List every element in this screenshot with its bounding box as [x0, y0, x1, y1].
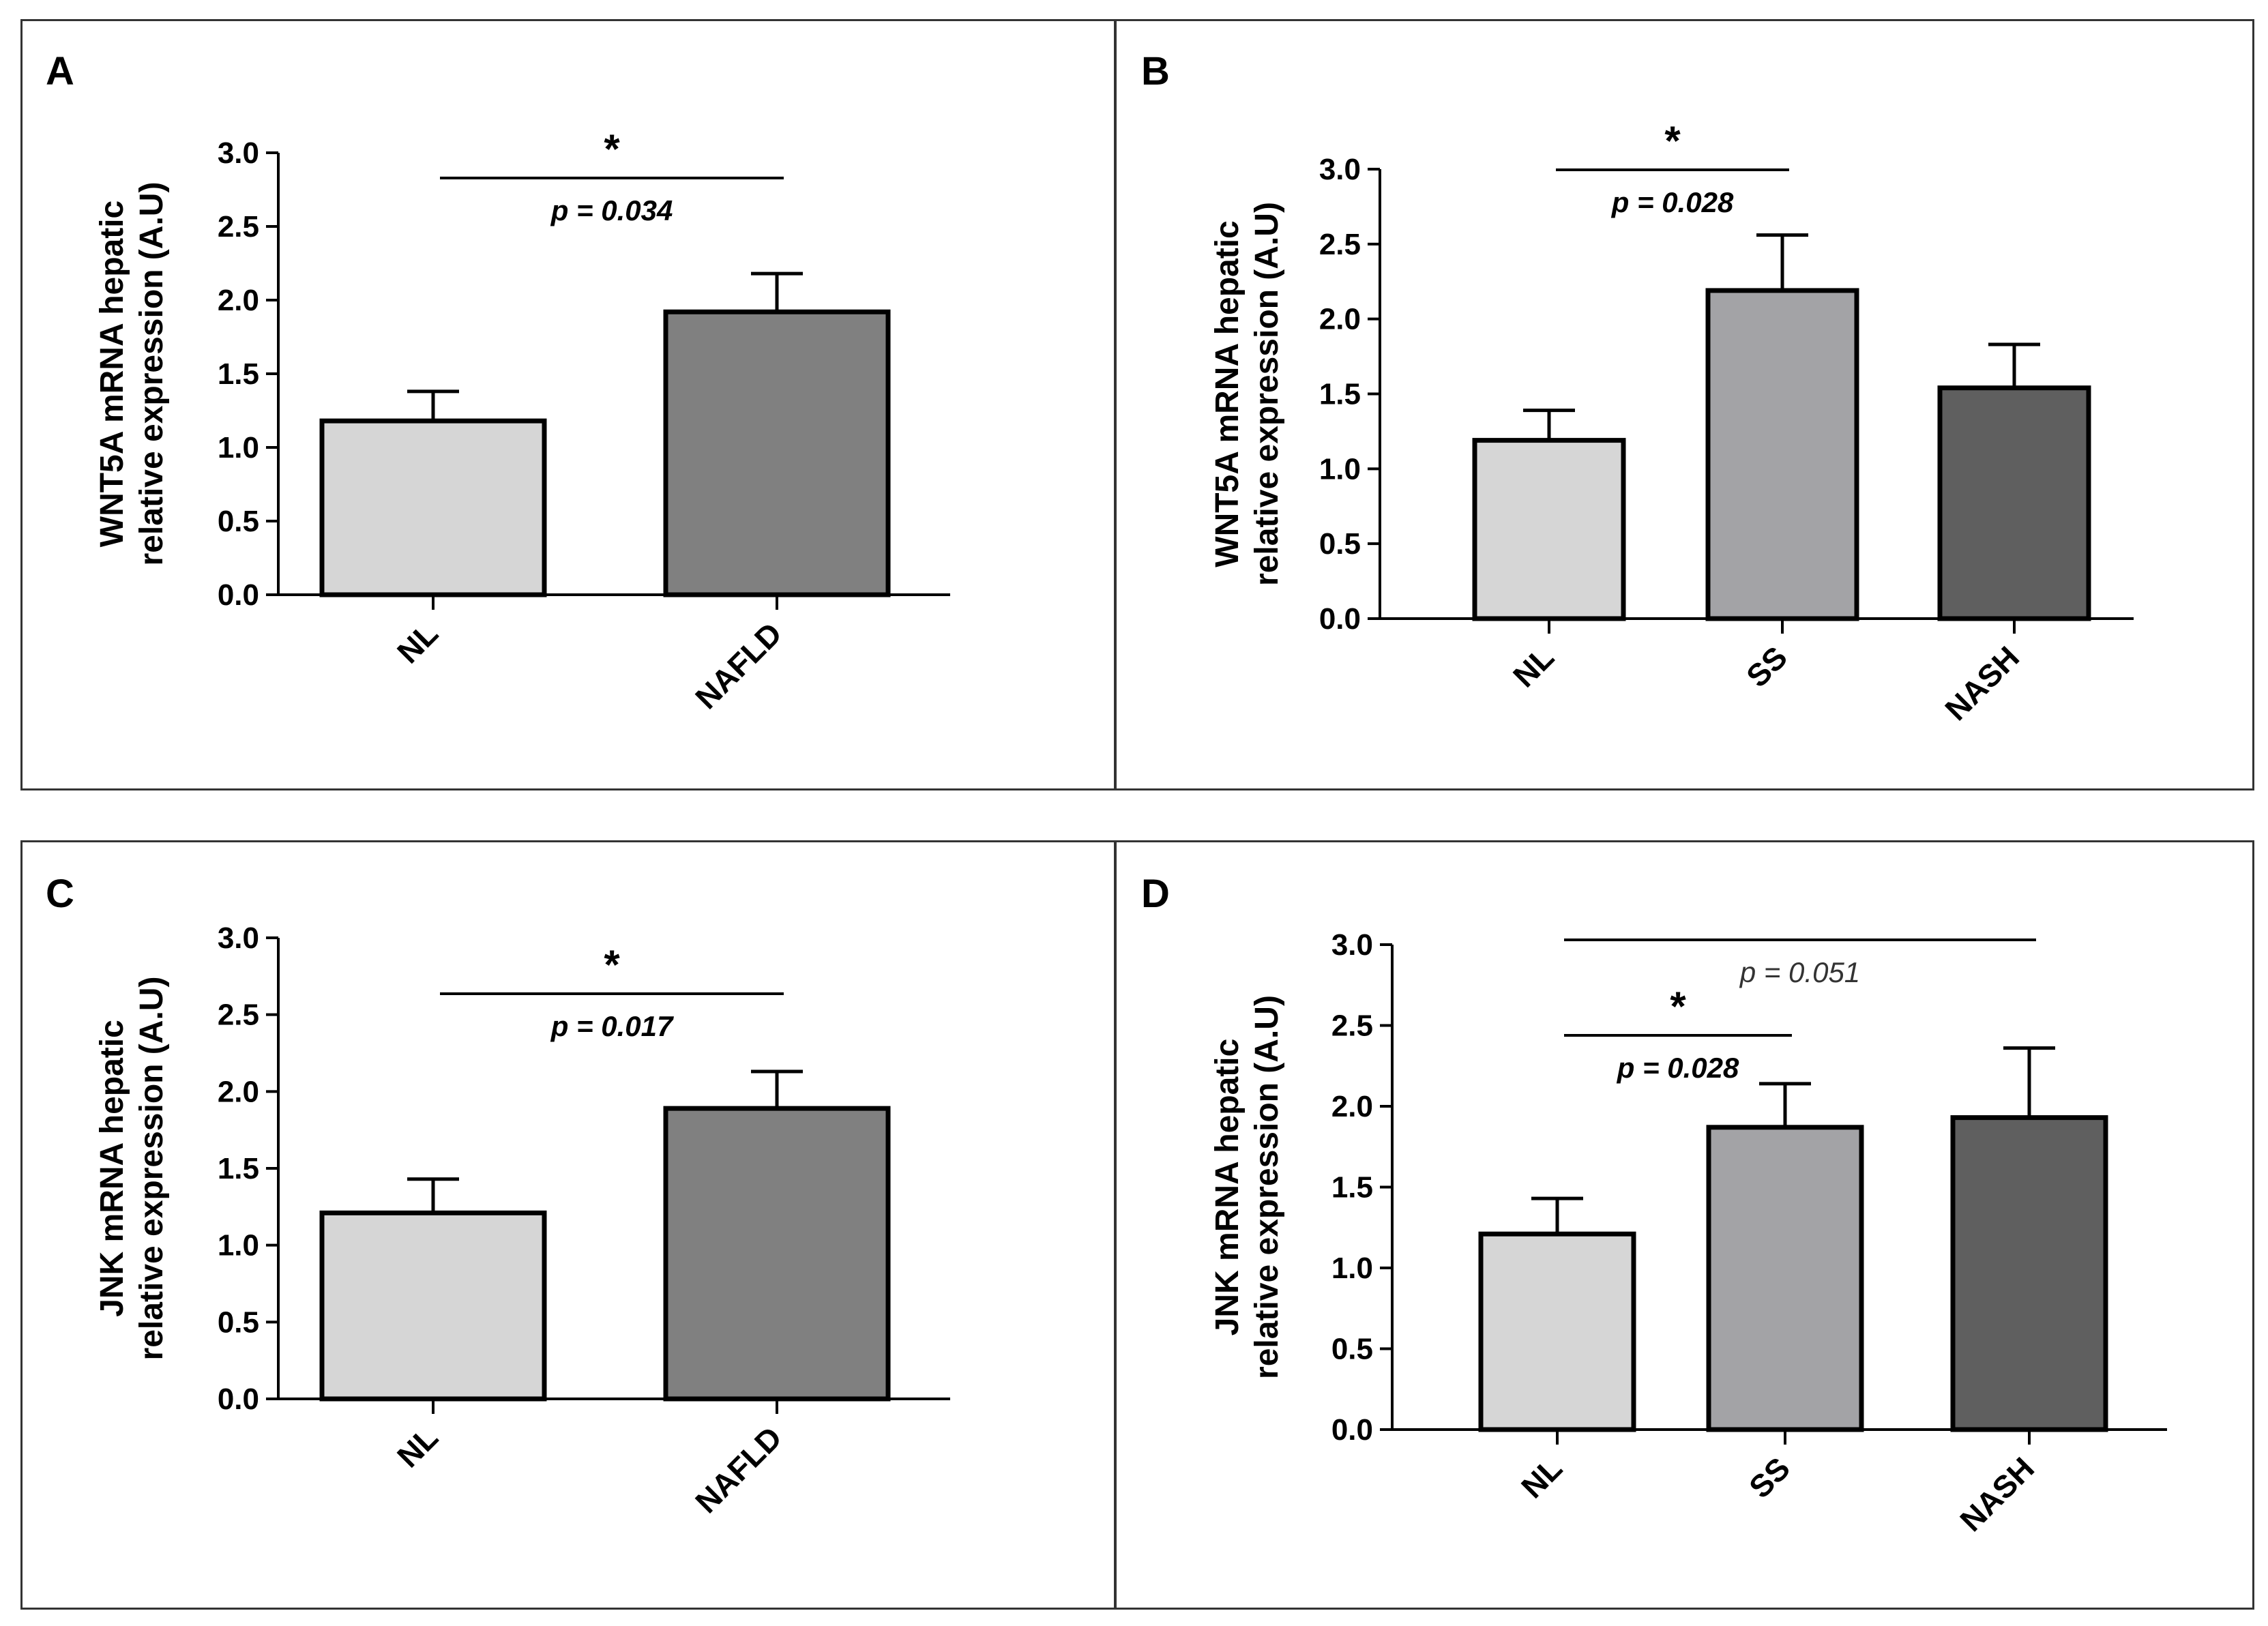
x-tick-label: NASH	[1953, 1450, 2041, 1538]
p-value-label: p = 0.028	[1611, 186, 1734, 218]
y-tick-label: 2.0	[1331, 1090, 1373, 1123]
bar-nl	[1472, 438, 1626, 621]
panel-b: B 0.0 0.5 1.0 1.5 2.0 2.5 3.0 WNT5A mRNA hepati…	[1115, 19, 2254, 790]
x-tick-label: NASH	[1938, 639, 2026, 727]
y-tick-label: 0.5	[1331, 1333, 1373, 1366]
p-value-label: p = 0.034	[550, 194, 673, 226]
bar-ss	[1705, 288, 1859, 621]
panel-label-a: A	[46, 49, 74, 93]
p-value-label: p = 0.017	[550, 1010, 674, 1042]
x-tick-label: NL	[390, 1419, 445, 1474]
y-tick-label: 2.5	[218, 999, 259, 1032]
y-tick-label: 0.0	[1331, 1413, 1373, 1447]
bar-nash	[1950, 1115, 2108, 1432]
y-tick-label: 0.5	[218, 1305, 259, 1339]
y-axis-label-line1: JNK mRNA hepatic	[1209, 1039, 1246, 1336]
panel-label-d: D	[1141, 872, 1170, 916]
p-value-label: p = 0.051	[1739, 956, 1860, 988]
bar-nl	[1478, 1231, 1636, 1432]
y-tick-label: 3.0	[218, 136, 259, 170]
y-tick-label: 1.0	[218, 1229, 259, 1262]
chart-c: 0.0 0.5 1.0 1.5 2.0 2.5 3.0 JNK mRNA hepatic rel…	[94, 921, 950, 1520]
y-tick-label: 0.0	[218, 578, 259, 612]
y-axis-label-line2: relative expression (A.U)	[134, 977, 170, 1361]
y-tick-label: 1.5	[1319, 378, 1361, 411]
significance-star: *	[604, 126, 620, 172]
chart-a: 0.0 0.5 1.0 1.5 2.0 2.5 3.0 WNT5A mRNA hepatic r…	[94, 126, 950, 715]
x-tick-label: NAFLD	[688, 1419, 789, 1520]
y-tick-label: 0.5	[218, 505, 259, 538]
bar-nash	[1937, 385, 2091, 621]
bar-nl	[319, 418, 547, 597]
y-tick-label: 2.0	[218, 284, 259, 317]
x-tick-label: NL	[1514, 1450, 1569, 1505]
y-tick-label: 0.0	[218, 1383, 259, 1416]
panel-label-c: C	[46, 872, 74, 916]
panel-a: A 0.0 0.5 1.0 1.5 2.0 2.5 3.0 WNT5A mRNA hepati…	[20, 19, 1116, 790]
y-tick-label: 1.5	[218, 357, 259, 391]
y-tick-label: 1.5	[218, 1152, 259, 1185]
y-axis-label-line2: relative expression (A.U)	[134, 182, 170, 566]
y-tick-label: 3.0	[1319, 153, 1361, 186]
y-tick-label: 0.5	[1319, 527, 1361, 561]
y-axis-label-line2: relative expression (A.U)	[1249, 995, 1285, 1379]
y-tick-label: 1.0	[1319, 452, 1361, 486]
bar-nafld	[663, 1106, 891, 1402]
chart-b: 0.0 0.5 1.0 1.5 2.0 2.5 3.0 WNT5A mRNA hepatic r…	[1209, 118, 2134, 727]
y-axis-label-line1: JNK mRNA hepatic	[94, 1020, 130, 1317]
bar-nafld	[663, 309, 891, 597]
y-tick-label: 1.5	[1331, 1171, 1373, 1204]
y-tick-label: 2.5	[218, 210, 259, 243]
y-tick-label: 1.0	[218, 431, 259, 464]
y-axis-label-line2: relative expression (A.U)	[1249, 202, 1285, 586]
significance-star: *	[1670, 984, 1686, 1029]
y-tick-label: 2.5	[1331, 1009, 1373, 1043]
y-tick-label: 3.0	[218, 921, 259, 955]
x-tick-label: SS	[1742, 1450, 1797, 1505]
panel-d: D 0.0 0.5 1.0 1.5 2.0 2.5 3.0 JNK mRNA hepatic r…	[1115, 840, 2254, 1610]
x-tick-label: NL	[390, 615, 445, 670]
y-axis-label-line1: WNT5A mRNA hepatic	[94, 201, 130, 547]
panel-c: C 0.0 0.5 1.0 1.5 2.0 2.5 3.0 JNK mRNA hepatic r…	[20, 840, 1116, 1610]
x-tick-label: NAFLD	[688, 615, 789, 715]
y-axis-label-line1: WNT5A mRNA hepatic	[1209, 220, 1246, 567]
y-tick-label: 0.0	[1319, 602, 1361, 636]
panel-label-b: B	[1141, 49, 1170, 93]
y-tick-label: 3.0	[1331, 928, 1373, 962]
significance-star: *	[1664, 118, 1681, 164]
x-tick-label: NL	[1506, 639, 1561, 694]
p-value-label: p = 0.028	[1617, 1052, 1739, 1084]
significance-star: *	[604, 942, 620, 988]
chart-d: 0.0 0.5 1.0 1.5 2.0 2.5 3.0 JNK mRNA hepatic rel…	[1209, 928, 2167, 1538]
bar-ss	[1706, 1125, 1864, 1432]
y-tick-label: 2.0	[1319, 303, 1361, 336]
y-tick-label: 1.0	[1331, 1252, 1373, 1285]
y-tick-label: 2.5	[1319, 228, 1361, 261]
y-tick-label: 2.0	[218, 1075, 259, 1108]
bar-nl	[319, 1210, 547, 1402]
x-tick-label: SS	[1739, 639, 1794, 694]
